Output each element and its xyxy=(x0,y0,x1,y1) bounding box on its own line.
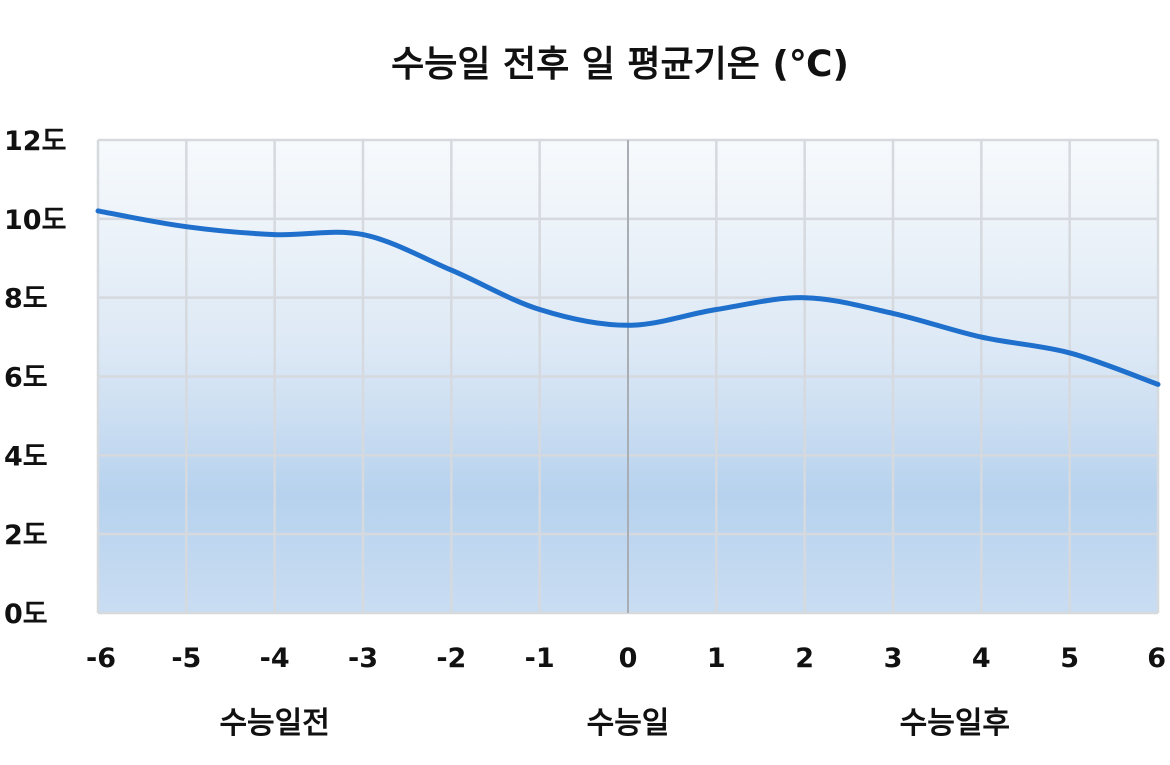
x-tick-label: 4 xyxy=(972,643,991,674)
x-tick-label: -2 xyxy=(436,643,466,674)
series-group xyxy=(95,208,1161,387)
x-tick-label: -1 xyxy=(525,643,555,674)
x-tick-label: 6 xyxy=(1147,643,1166,674)
x-tick-label: -4 xyxy=(260,643,290,674)
x-tick-label: 5 xyxy=(1060,643,1079,674)
x-group-label: 수능일전 xyxy=(219,706,329,741)
x-tick-label: -6 xyxy=(86,643,116,674)
x-group-labels: 수능일전 수능일 수능일후 xyxy=(219,706,1010,741)
x-tick-label: 0 xyxy=(619,643,638,674)
x-tick-label: -5 xyxy=(171,643,201,674)
x-axis-ticks: -6 -5 -4 -3 -2 -1 0 1 2 3 4 5 6 xyxy=(86,643,1166,674)
chart-title: 수능일 전후 일 평균기온 (℃) xyxy=(391,44,849,85)
y-tick-label: 2도 xyxy=(4,520,48,551)
y-tick-label: 10도 xyxy=(4,205,66,236)
x-tick-label: 1 xyxy=(707,643,726,674)
y-tick-label: 0도 xyxy=(4,599,48,630)
x-group-label: 수능일 xyxy=(587,706,670,741)
series-line xyxy=(95,208,1161,387)
y-tick-label: 4도 xyxy=(4,441,48,472)
y-tick-label: 6도 xyxy=(4,363,48,394)
x-tick-label: 3 xyxy=(884,643,903,674)
y-tick-label: 12도 xyxy=(4,126,66,157)
x-tick-label: 2 xyxy=(795,643,814,674)
x-tick-label: -3 xyxy=(348,643,378,674)
y-tick-label: 8도 xyxy=(4,284,48,315)
grid-lines xyxy=(96,138,1160,615)
x-group-label: 수능일후 xyxy=(900,706,1010,741)
y-axis-ticks: 0도 2도 4도 6도 8도 10도 12도 xyxy=(4,126,66,630)
